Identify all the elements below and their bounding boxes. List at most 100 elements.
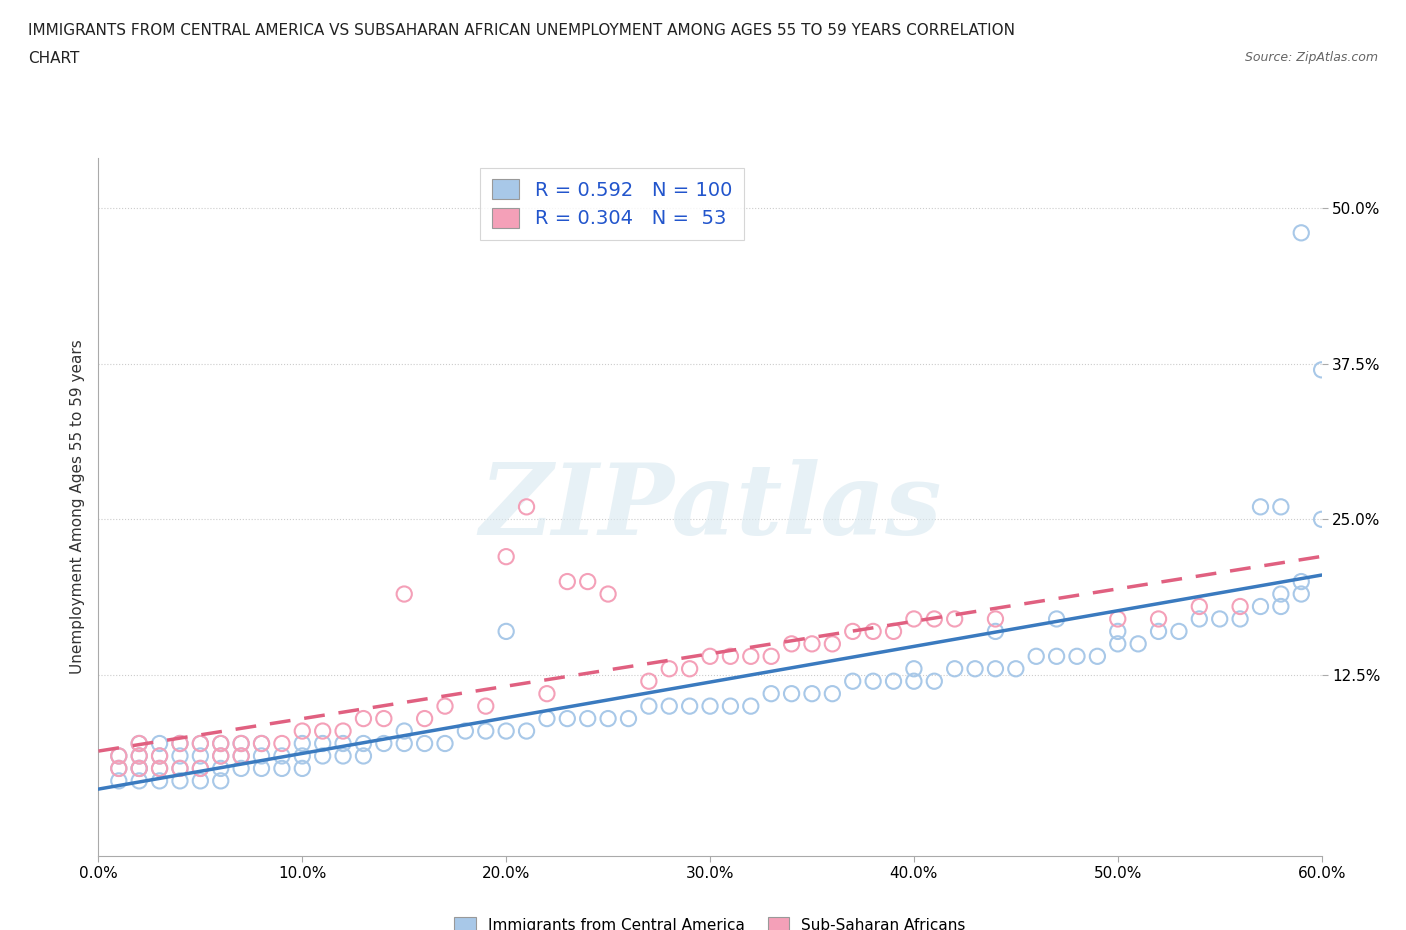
Point	[516, 724, 538, 738]
Text: Source: ZipAtlas.com: Source: ZipAtlas.com	[1244, 51, 1378, 64]
Point	[231, 761, 253, 776]
Point	[270, 749, 294, 764]
Point	[209, 761, 232, 776]
Point	[373, 711, 395, 726]
Point	[576, 574, 599, 589]
Point	[231, 749, 253, 764]
Point	[495, 724, 517, 738]
Point	[495, 624, 517, 639]
Point	[413, 736, 436, 751]
Point	[780, 686, 803, 701]
Point	[1229, 599, 1251, 614]
Point	[1128, 636, 1150, 651]
Point	[434, 736, 457, 751]
Point	[1291, 587, 1313, 602]
Point	[1066, 649, 1088, 664]
Point	[1188, 612, 1211, 627]
Point	[1249, 499, 1271, 514]
Point	[474, 698, 498, 713]
Point	[128, 761, 150, 776]
Point	[679, 661, 702, 676]
Point	[312, 724, 335, 738]
Point	[128, 761, 150, 776]
Point	[352, 749, 374, 764]
Point	[883, 624, 905, 639]
Point	[231, 736, 253, 751]
Point	[128, 736, 150, 751]
Point	[1249, 599, 1271, 614]
Point	[332, 749, 354, 764]
Point	[149, 749, 172, 764]
Point	[984, 661, 1007, 676]
Point	[903, 661, 925, 676]
Point	[128, 761, 150, 776]
Point	[598, 587, 620, 602]
Point	[270, 761, 294, 776]
Point	[576, 711, 599, 726]
Point	[169, 761, 191, 776]
Point	[740, 649, 762, 664]
Point	[149, 761, 172, 776]
Point	[169, 736, 191, 751]
Point	[108, 774, 131, 789]
Point	[149, 736, 172, 751]
Point	[821, 686, 844, 701]
Point	[862, 624, 884, 639]
Point	[699, 649, 721, 664]
Point	[291, 749, 314, 764]
Point	[516, 499, 538, 514]
Point	[373, 736, 395, 751]
Point	[637, 698, 661, 713]
Point	[108, 761, 131, 776]
Point	[740, 698, 762, 713]
Point	[209, 736, 232, 751]
Point	[965, 661, 987, 676]
Point	[188, 774, 212, 789]
Point	[617, 711, 640, 726]
Point	[536, 711, 558, 726]
Point	[312, 736, 335, 751]
Point	[1045, 649, 1069, 664]
Point	[1107, 624, 1129, 639]
Point	[1107, 612, 1129, 627]
Point	[699, 698, 721, 713]
Point	[1270, 499, 1292, 514]
Point	[718, 698, 742, 713]
Point	[1291, 225, 1313, 240]
Point	[270, 736, 294, 751]
Point	[188, 761, 212, 776]
Point	[658, 698, 681, 713]
Point	[352, 736, 374, 751]
Point	[149, 761, 172, 776]
Point	[188, 736, 212, 751]
Point	[555, 574, 579, 589]
Point	[1209, 612, 1232, 627]
Point	[209, 749, 232, 764]
Point	[922, 673, 945, 688]
Point	[903, 673, 925, 688]
Point	[413, 711, 436, 726]
Point	[1025, 649, 1047, 664]
Point	[392, 587, 416, 602]
Point	[474, 724, 498, 738]
Point	[903, 612, 925, 627]
Point	[128, 736, 150, 751]
Point	[984, 612, 1007, 627]
Point	[312, 749, 335, 764]
Point	[209, 774, 232, 789]
Point	[392, 736, 416, 751]
Point	[922, 612, 945, 627]
Point	[1310, 512, 1333, 526]
Point	[188, 761, 212, 776]
Point	[128, 749, 150, 764]
Text: ZIPatlas: ZIPatlas	[479, 458, 941, 555]
Text: CHART: CHART	[28, 51, 80, 66]
Point	[231, 749, 253, 764]
Point	[149, 774, 172, 789]
Point	[761, 649, 783, 664]
Point	[555, 711, 579, 726]
Point	[128, 749, 150, 764]
Point	[1085, 649, 1108, 664]
Point	[188, 749, 212, 764]
Point	[1291, 574, 1313, 589]
